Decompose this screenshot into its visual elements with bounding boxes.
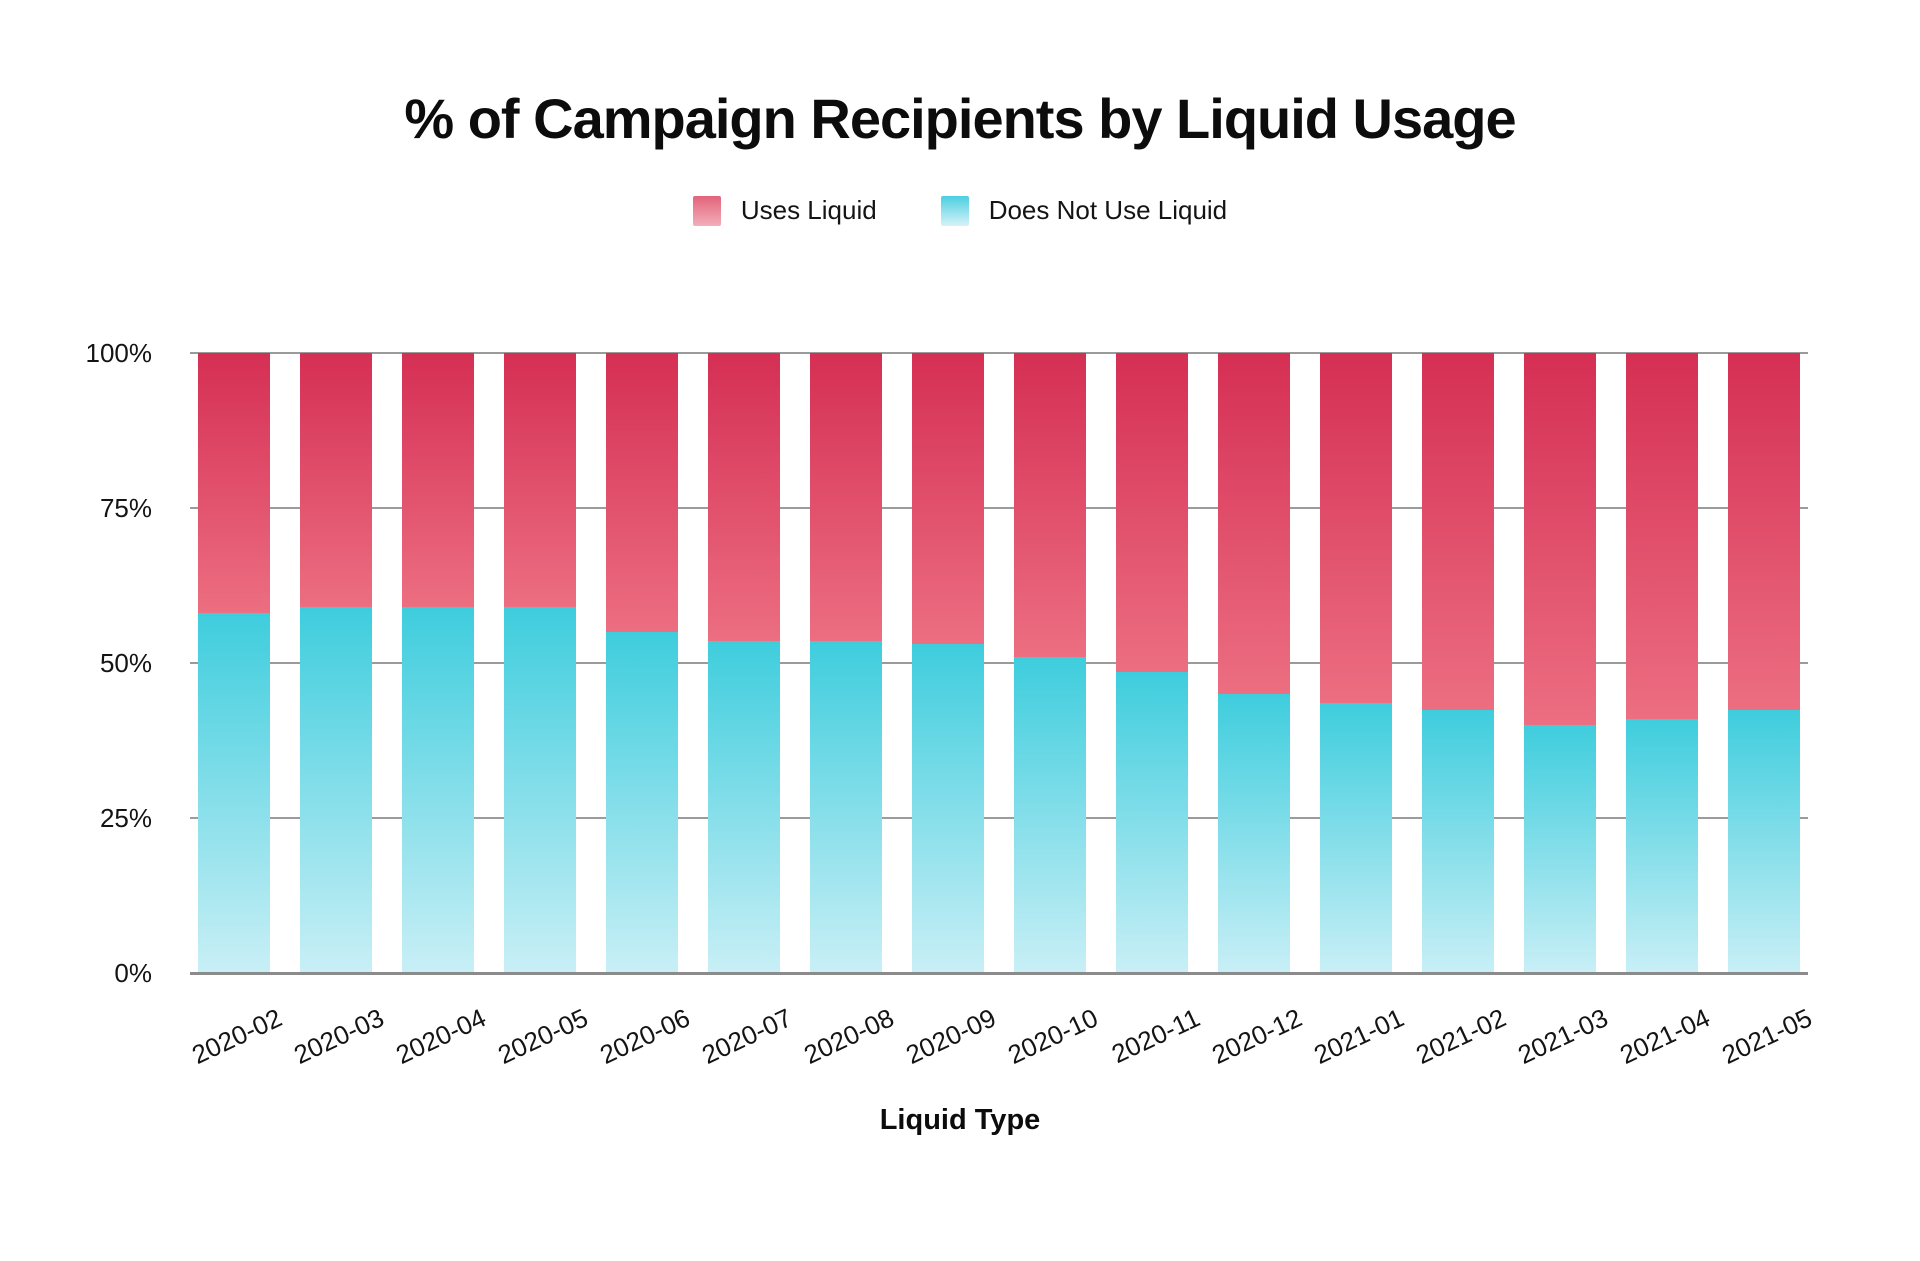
x-tick-label: 2020-07 [697,1002,797,1070]
x-axis-title: Liquid Type [879,1104,1041,1136]
bar-segment-does-not-use-liquid [810,641,882,973]
bar-segment-uses-liquid [1320,353,1392,704]
bar-segment-does-not-use-liquid [1626,718,1698,973]
does-not-use-liquid-swatch-icon [940,195,969,226]
bar-segment-uses-liquid [912,353,984,645]
x-tick-label: 2020-03 [289,1002,389,1070]
bar-segment-does-not-use-liquid [402,607,474,973]
bar-segment-does-not-use-liquid [1320,703,1392,973]
bar-segment-does-not-use-liquid [1014,656,1086,973]
bar-segment-does-not-use-liquid [504,607,576,973]
x-tick-label: 2021-05 [1717,1002,1817,1070]
y-tick-label: 25% [99,803,152,833]
bar-2020-11: 2020-11 [1107,353,1204,1069]
bar-segment-uses-liquid [1626,353,1698,719]
x-tick-label: 2021-04 [1615,1002,1715,1070]
bar-segment-does-not-use-liquid [606,632,678,973]
bar-segment-uses-liquid [402,353,474,608]
x-tick-label: 2021-03 [1513,1002,1613,1070]
gridline [190,352,1808,354]
bar-segment-does-not-use-liquid [1218,694,1290,973]
bar-2020-03: 2020-03 [289,353,388,1070]
bar-segment-uses-liquid [1728,353,1800,710]
bar-2021-03: 2021-03 [1513,353,1612,1070]
bar-segment-uses-liquid [1116,353,1188,673]
bar-segment-uses-liquid [1422,353,1494,710]
bar-segment-does-not-use-liquid [1116,672,1188,973]
bar-2021-02: 2021-02 [1411,353,1510,1070]
bar-segment-uses-liquid [300,353,372,608]
bar-2020-02: 2020-02 [187,353,286,1070]
legend-label: Does Not Use Liquid [988,195,1228,225]
legend-entry-uses-liquid: Uses Liquid [692,195,877,226]
y-tick-label: 75% [99,493,152,523]
x-axis-line [190,972,1808,975]
x-tick-label: 2021-02 [1411,1002,1511,1070]
bar-segment-does-not-use-liquid [1422,709,1494,973]
legend-entry-does-not-use-liquid: Does Not Use Liquid [940,195,1228,226]
bar-2020-12: 2020-12 [1207,353,1306,1070]
x-tick-label: 2020-05 [493,1002,593,1070]
bar-segment-uses-liquid [1014,353,1086,657]
bar-2020-08: 2020-08 [799,353,898,1070]
bar-segment-does-not-use-liquid [300,607,372,973]
bar-2020-07: 2020-07 [697,353,796,1070]
bar-2021-01: 2021-01 [1309,353,1408,1070]
gridline [190,817,1808,819]
x-tick-label: 2020-11 [1106,1002,1205,1070]
x-tick-label: 2020-02 [187,1002,287,1070]
y-tick-label: 100% [85,338,153,368]
legend-label: Uses Liquid [740,195,877,225]
bar-segment-uses-liquid [1524,353,1596,725]
x-tick-label: 2020-10 [1003,1002,1103,1070]
bar-segment-uses-liquid [606,353,678,632]
bar-segment-uses-liquid [1218,353,1290,694]
uses-liquid-swatch-icon [692,195,721,226]
bar-2020-10: 2020-10 [1003,353,1102,1070]
x-tick-label: 2020-08 [799,1002,899,1070]
bar-2020-06: 2020-06 [595,353,694,1070]
gridline [190,507,1808,509]
bar-2020-05: 2020-05 [493,353,592,1070]
bar-segment-does-not-use-liquid [912,644,984,973]
bar-segment-does-not-use-liquid [1728,709,1800,973]
bar-segment-does-not-use-liquid [1524,725,1596,973]
bar-2021-04: 2021-04 [1615,353,1714,1070]
x-tick-label: 2021-01 [1309,1002,1409,1070]
legend: Uses Liquid Does Not Use Liquid [0,195,1920,226]
bar-segment-uses-liquid [810,353,882,642]
bar-segment-does-not-use-liquid [708,641,780,973]
bar-2020-09: 2020-09 [901,353,1000,1070]
bar-2020-04: 2020-04 [391,353,490,1070]
y-tick-label: 0% [114,958,152,988]
plot-area: 2020-02 2020-03 2020-04 2020-05 2020-06 2020-… [187,353,1816,1070]
bar-2021-05: 2021-05 [1717,353,1816,1070]
x-tick-label: 2020-06 [595,1002,695,1070]
gridline [190,662,1808,664]
bar-segment-does-not-use-liquid [198,613,270,973]
y-tick-label: 50% [99,648,152,678]
bar-segment-uses-liquid [198,353,270,614]
bar-segment-uses-liquid [708,353,780,642]
x-tick-label: 2020-04 [391,1002,491,1070]
chart-title: % of Campaign Recipients by Liquid Usage [404,87,1516,150]
bar-segment-uses-liquid [504,353,576,608]
x-tick-label: 2020-09 [901,1002,1001,1070]
x-tick-label: 2020-12 [1207,1002,1307,1070]
